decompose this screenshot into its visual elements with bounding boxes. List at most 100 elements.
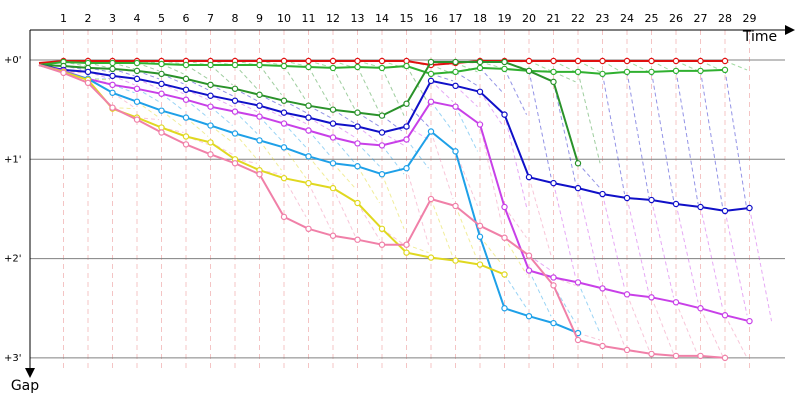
series-point bbox=[84, 68, 92, 76]
series-point bbox=[476, 222, 484, 230]
gap-connector-line bbox=[553, 81, 577, 184]
series-point bbox=[182, 96, 190, 103]
series-point bbox=[231, 160, 239, 167]
series-line bbox=[38, 64, 750, 212]
gap-connector-line bbox=[381, 132, 405, 146]
series-point bbox=[574, 336, 582, 344]
series-point bbox=[550, 319, 557, 327]
series-point bbox=[403, 249, 410, 256]
x-tick-label: 24 bbox=[620, 12, 634, 25]
series-point bbox=[182, 61, 190, 69]
series-group bbox=[38, 64, 729, 362]
series-point bbox=[158, 90, 165, 97]
x-tick-label: 19 bbox=[498, 12, 512, 25]
series-point bbox=[672, 57, 680, 65]
x-axis-arrow bbox=[785, 25, 795, 35]
gap-connector-line bbox=[724, 69, 748, 212]
series-point bbox=[329, 134, 337, 141]
series-point bbox=[721, 57, 729, 65]
y-tick-label: +3' bbox=[4, 353, 22, 364]
series-point bbox=[721, 354, 729, 362]
series-point bbox=[378, 129, 386, 136]
gap-connector-line bbox=[308, 130, 331, 157]
series-point bbox=[697, 352, 704, 360]
series-group bbox=[38, 58, 729, 78]
y-tick-label: +1' bbox=[4, 154, 22, 165]
series-line bbox=[38, 64, 750, 323]
y-axis-arrow bbox=[25, 368, 35, 378]
series-point bbox=[109, 59, 116, 67]
gap-connector-line bbox=[724, 60, 748, 71]
series-point bbox=[501, 65, 508, 73]
series-point bbox=[378, 57, 386, 65]
series-point bbox=[280, 109, 288, 116]
series-point bbox=[305, 57, 312, 65]
gap-connector-line bbox=[455, 106, 478, 152]
series-point bbox=[378, 225, 386, 233]
series-point bbox=[697, 67, 704, 75]
series-point bbox=[697, 305, 704, 312]
series-point bbox=[231, 61, 239, 69]
series-point bbox=[231, 97, 239, 104]
gap-connector-line bbox=[234, 111, 258, 134]
series-point bbox=[550, 282, 557, 289]
gap-connector-line bbox=[308, 66, 331, 106]
series-point bbox=[721, 207, 729, 215]
series-point bbox=[329, 160, 337, 167]
gap-connector-line bbox=[259, 116, 282, 141]
x-tick-label: 5 bbox=[158, 12, 165, 25]
series-point bbox=[599, 57, 606, 65]
gap-connector-line bbox=[749, 207, 773, 322]
gap-connector-line bbox=[455, 71, 478, 87]
series-point bbox=[550, 68, 557, 76]
series-point bbox=[525, 67, 533, 75]
gap-connector-line bbox=[136, 62, 160, 72]
gap-connector-line bbox=[479, 67, 503, 93]
gap-connector-line bbox=[724, 210, 748, 316]
gap-connector-line bbox=[528, 270, 552, 317]
gap-connector-line bbox=[332, 162, 356, 189]
series-point bbox=[427, 128, 435, 135]
series-point bbox=[280, 62, 288, 70]
series-point bbox=[207, 151, 214, 158]
series-point bbox=[599, 342, 606, 350]
gap-connector-line bbox=[577, 162, 601, 189]
series-point bbox=[280, 174, 288, 182]
series-point bbox=[452, 68, 459, 76]
gap-connector-line bbox=[332, 187, 356, 236]
series-point bbox=[256, 102, 263, 109]
series-point bbox=[550, 274, 557, 281]
gap-connector-line bbox=[651, 199, 675, 298]
series-point bbox=[476, 88, 484, 95]
gap-connector-line bbox=[259, 64, 282, 96]
x-tick-label: 4 bbox=[134, 12, 141, 25]
series-point bbox=[648, 350, 655, 358]
series-point bbox=[599, 285, 606, 292]
series-point bbox=[182, 75, 190, 83]
gap-connector-line bbox=[161, 93, 184, 112]
series-point bbox=[648, 294, 655, 301]
gap-connector-line bbox=[626, 71, 650, 199]
gap-connector-line bbox=[308, 156, 331, 184]
x-tick-label: 14 bbox=[375, 12, 389, 25]
series-point bbox=[476, 64, 484, 72]
series-group bbox=[38, 58, 582, 167]
series-point bbox=[623, 68, 631, 76]
gap-connector-line bbox=[136, 117, 160, 121]
gap-connector-line bbox=[700, 70, 724, 208]
series-point bbox=[109, 89, 116, 96]
gap-connector-line bbox=[479, 124, 503, 226]
gap-connector-line bbox=[332, 60, 356, 69]
series-point bbox=[672, 67, 680, 75]
gap-connector-line bbox=[332, 109, 356, 124]
series-point bbox=[452, 202, 459, 210]
series-point bbox=[599, 70, 606, 78]
x-tick-label: 25 bbox=[645, 12, 659, 25]
series-point bbox=[182, 86, 190, 93]
gap-connector-line bbox=[455, 151, 479, 207]
gap-connector-line bbox=[112, 107, 135, 110]
series-point bbox=[574, 57, 582, 65]
series-point bbox=[623, 346, 631, 354]
series-point bbox=[550, 179, 557, 187]
